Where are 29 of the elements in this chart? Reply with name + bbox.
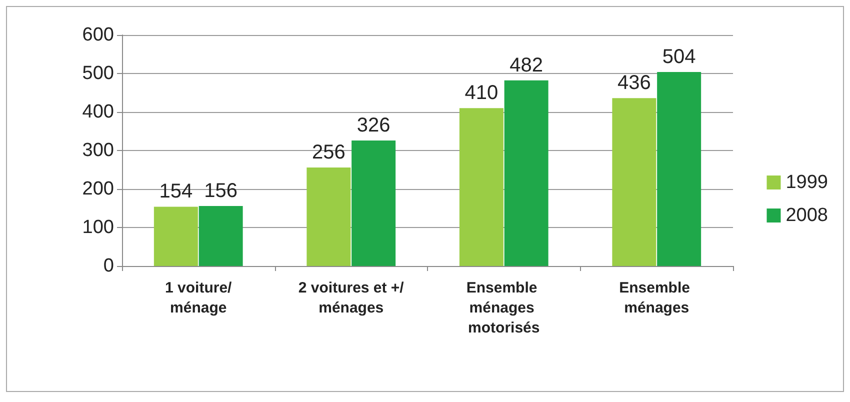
data-label: 410 — [464, 82, 498, 104]
bar — [504, 80, 548, 266]
x-tick-label: Ensemble ménages — [619, 280, 694, 316]
y-tick-label: 300 — [82, 140, 114, 161]
data-label: 436 — [617, 72, 651, 94]
bar — [306, 167, 351, 266]
data-label: 256 — [312, 141, 346, 164]
bar — [352, 140, 396, 266]
data-label: 326 — [356, 114, 390, 136]
y-tick-label: 600 — [82, 24, 114, 46]
bar — [198, 206, 243, 266]
x-tick-label: 2 voitures et +/ménages — [298, 280, 405, 316]
data-label: 504 — [662, 46, 696, 68]
y-tick-label: 200 — [82, 178, 114, 200]
y-tick-label: 100 — [82, 217, 114, 238]
y-tick-label: 0 — [103, 256, 114, 276]
bar — [459, 108, 504, 266]
bar — [154, 206, 198, 266]
x-tick-label: 1 voiture/ménage — [165, 280, 233, 316]
bar — [657, 72, 702, 266]
bar — [612, 98, 656, 266]
legend-label: 1999 — [786, 172, 828, 193]
y-tick-label: 500 — [82, 63, 114, 84]
legend-label: 2008 — [786, 205, 828, 226]
data-label: 154 — [159, 180, 193, 203]
y-tick-label: 400 — [82, 102, 114, 122]
data-label: 156 — [204, 180, 238, 202]
data-label: 482 — [510, 54, 544, 76]
x-tick-label: Ensemble ménages motorisés — [466, 280, 542, 336]
